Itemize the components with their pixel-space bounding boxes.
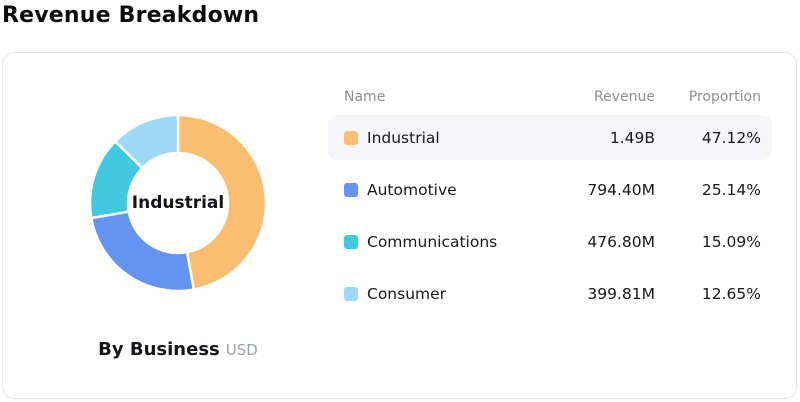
chart-caption-unit: USD xyxy=(225,341,258,359)
donut-slice-consumer[interactable] xyxy=(113,113,180,170)
series-swatch-consumer xyxy=(344,286,358,301)
header-proportion: Proportion xyxy=(688,89,761,105)
revenue-breakdown-card: Industrial By Business USD Name Revenue P… xyxy=(2,52,797,399)
row-proportion: 25.14% xyxy=(701,180,761,199)
donut-slice-industrial[interactable] xyxy=(176,113,268,291)
legend-table: Name Revenue Proportion Industrial 1.49B… xyxy=(328,83,772,323)
table-row-consumer[interactable]: Consumer 399.81M 12.65% xyxy=(328,271,772,316)
chart-caption: By Business USD xyxy=(28,339,328,360)
header-name: Name xyxy=(344,89,386,105)
donut-chart xyxy=(88,113,268,293)
page-title: Revenue Breakdown xyxy=(2,3,260,28)
table-row-communications[interactable]: Communications 476.80M 15.09% xyxy=(328,219,772,264)
series-swatch-automotive xyxy=(344,182,358,197)
row-revenue: 399.81M xyxy=(587,284,655,303)
series-swatch-industrial xyxy=(344,130,358,145)
donut-slice-automotive[interactable] xyxy=(90,210,196,293)
chart-caption-title: By Business xyxy=(98,339,220,360)
table-row-automotive[interactable]: Automotive 794.40M 25.14% xyxy=(328,167,772,212)
row-name: Automotive xyxy=(367,180,457,199)
row-name: Industrial xyxy=(367,128,440,147)
row-proportion: 15.09% xyxy=(701,232,761,251)
row-proportion: 12.65% xyxy=(701,284,761,303)
table-row-industrial[interactable]: Industrial 1.49B 47.12% xyxy=(328,115,772,160)
donut-chart-container: Industrial xyxy=(78,103,278,303)
header-revenue: Revenue xyxy=(594,89,655,105)
table-header-row: Name Revenue Proportion xyxy=(328,83,772,111)
row-name: Communications xyxy=(367,232,498,251)
row-revenue: 476.80M xyxy=(587,232,655,251)
row-revenue: 1.49B xyxy=(609,128,655,147)
row-proportion: 47.12% xyxy=(701,128,761,147)
series-swatch-communications xyxy=(344,234,358,249)
row-revenue: 794.40M xyxy=(587,180,655,199)
row-name: Consumer xyxy=(367,284,447,303)
